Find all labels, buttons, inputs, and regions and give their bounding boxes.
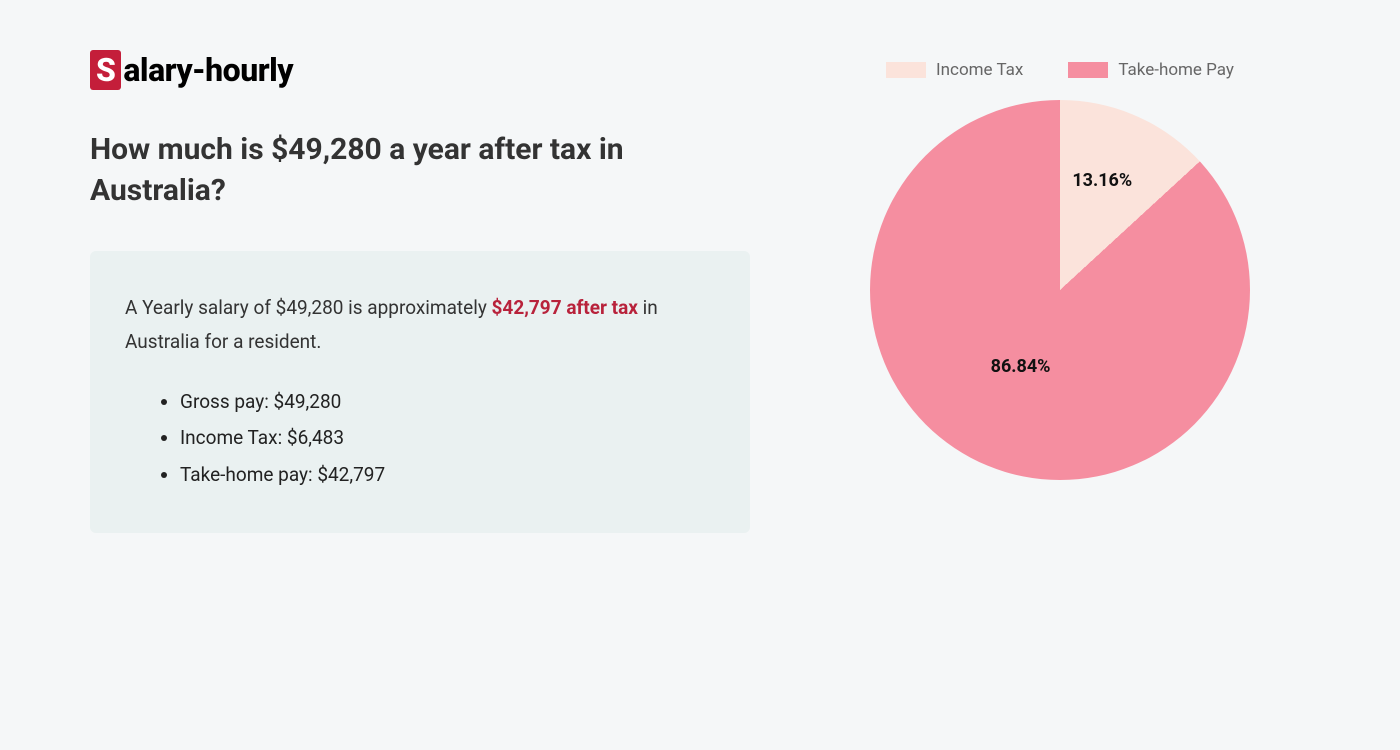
legend-swatch — [886, 62, 926, 78]
list-item: Gross pay: $49,280 — [180, 384, 715, 420]
summary-prefix: A Yearly salary of $49,280 is approximat… — [125, 296, 492, 319]
summary-text: A Yearly salary of $49,280 is approximat… — [125, 291, 715, 359]
pie-label-take-home: 86.84% — [991, 356, 1051, 377]
legend-label: Income Tax — [936, 60, 1023, 80]
page-title: How much is $49,280 a year after tax in … — [90, 130, 690, 211]
summary-highlight: $42,797 after tax — [492, 296, 638, 319]
chart-legend: Income Tax Take-home Pay — [886, 60, 1234, 80]
pie-graphic — [870, 100, 1250, 480]
legend-item-income-tax: Income Tax — [886, 60, 1023, 80]
pie-label-income-tax: 13.16% — [1072, 170, 1132, 191]
logo-initial: S — [90, 50, 121, 90]
legend-item-take-home: Take-home Pay — [1068, 60, 1234, 80]
list-item: Take-home pay: $42,797 — [180, 457, 715, 493]
logo-rest: alary-hourly — [123, 51, 293, 89]
summary-list: Gross pay: $49,280 Income Tax: $6,483 Ta… — [125, 384, 715, 492]
site-logo: Salary-hourly — [90, 50, 750, 90]
summary-box: A Yearly salary of $49,280 is approximat… — [90, 251, 750, 533]
legend-label: Take-home Pay — [1118, 60, 1234, 80]
list-item: Income Tax: $6,483 — [180, 420, 715, 456]
legend-swatch — [1068, 62, 1108, 78]
pie-chart: 13.16% 86.84% — [870, 100, 1250, 480]
